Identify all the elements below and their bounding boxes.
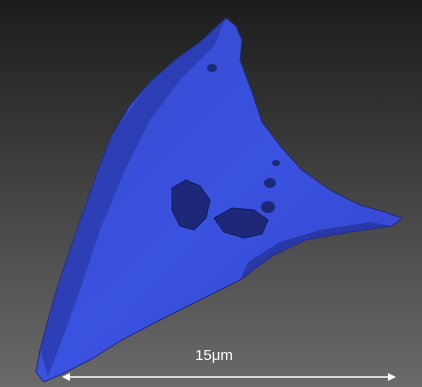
scale-label: 15μm [195, 347, 233, 364]
vacuole [272, 160, 280, 166]
vacuole [207, 64, 217, 72]
page: 15μm (() => { const data = JSON.parse(do… [0, 0, 422, 387]
micrograph: 15μm [0, 0, 422, 387]
vacuole [261, 201, 275, 213]
vacuole [264, 178, 276, 188]
